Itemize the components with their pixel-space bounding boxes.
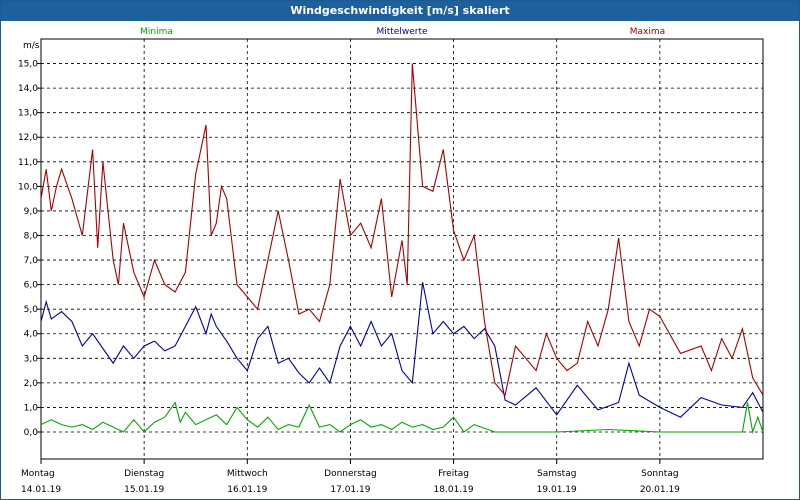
y-tick-label: 0,0 [24,428,39,438]
y-axis-label: m/s [23,41,40,51]
day-name-label: Donnerstag [324,469,377,479]
series-lines [40,63,764,435]
y-tick-label: 14,0 [18,84,38,94]
y-tick-label: 6,0 [24,281,39,291]
day-date-label: 20.01.19 [640,485,680,495]
y-tick-label: 11,0 [18,158,38,168]
y-tick-label: 3,0 [24,354,39,364]
series-line-maxima [40,63,764,397]
day-date-label: 19.01.19 [537,485,577,495]
series-line-mittelwerte [40,282,764,418]
day-date-label: 16.01.19 [227,485,267,495]
y-tick-label: 9,0 [24,207,39,217]
day-name-label: Samstag [537,469,576,479]
legend-entry-mittelwerte: Mittelwerte [376,27,427,37]
y-tick-label: 15,0 [18,60,38,70]
grid [37,39,763,464]
legend-entry-minima: Minima [140,27,173,37]
y-tick-label: 5,0 [24,305,39,315]
day-name-label: Mittwoch [227,469,268,479]
y-tick-label: 7,0 [24,256,39,266]
axis-labels: 0,0 1,0 2,0 3,0 4,0 5,0 6,0 7,0 8,0 9,0 10,0 11,0 12… [18,27,680,495]
day-date-label: 15.01.19 [124,485,164,495]
day-date-label: 14.01.19 [21,485,61,495]
legend-entry-maxima: Maxima [630,27,665,37]
day-name-label: Dienstag [124,469,164,479]
day-name-label: Freitag [438,469,469,479]
y-tick-label: 13,0 [18,109,38,119]
y-tick-label: 10,0 [18,182,38,192]
y-tick-label: 2,0 [24,379,39,389]
series-line-minima [40,401,764,435]
day-name-label: Sonntag [641,469,678,479]
y-tick-label: 1,0 [24,403,39,413]
y-tick-label: 4,0 [24,330,39,340]
day-name-label: Montag [21,469,55,479]
chart-title: Windgeschwindigkeit [m/s] skaliert [1,1,799,21]
day-date-label: 17.01.19 [330,485,370,495]
y-tick-label: 12,0 [18,133,38,143]
y-tick-label: 8,0 [24,231,39,241]
plot-area-border [40,38,764,460]
day-date-label: 18.01.19 [434,485,474,495]
